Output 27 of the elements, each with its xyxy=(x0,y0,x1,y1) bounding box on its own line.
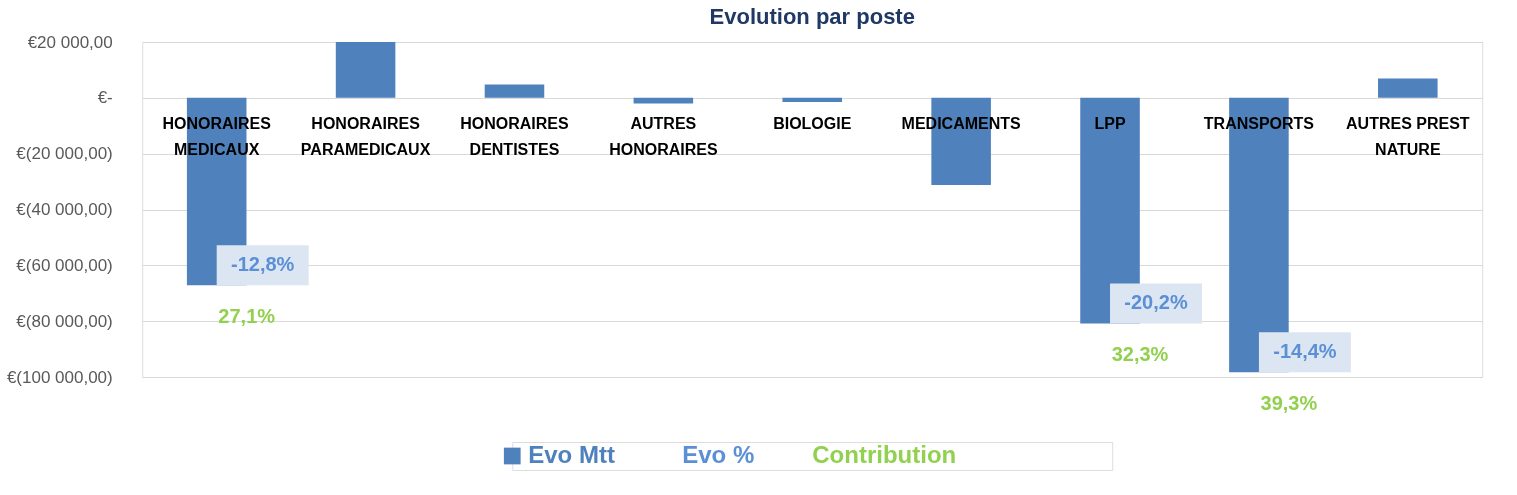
y-tick-label: €(40 000,00) xyxy=(16,200,113,219)
y-tick-label: €(80 000,00) xyxy=(16,311,113,331)
text: 32,3% xyxy=(1111,343,1169,366)
x-tick-label: AUTRES HONORAIRES xyxy=(609,114,718,158)
y-tick-label: €(20 000,00) xyxy=(16,144,113,164)
y-tick-label: €(100 000,00) xyxy=(6,367,113,387)
bar xyxy=(782,97,843,103)
y-tick-label: €- xyxy=(97,88,113,108)
x-tick-label: HONORAIRES PARAMEDICAUX xyxy=(300,114,431,158)
chart-title: Evolution par poste xyxy=(709,4,915,29)
x-tick-label: AUTRES PREST NATURE xyxy=(1346,114,1470,158)
y-tick-label: €20 000,00 xyxy=(27,32,113,52)
legend-label: Contribution xyxy=(812,441,957,468)
text: -14,4% xyxy=(1273,340,1337,363)
text: 27,1% xyxy=(218,305,276,328)
x-tick-label: LPP xyxy=(1094,114,1126,132)
legend-label: Evo Mtt xyxy=(528,441,615,468)
y-tick-label: €(60 000,00) xyxy=(16,255,113,275)
text: -20,2% xyxy=(1124,291,1188,314)
legend-label: Evo % xyxy=(682,441,755,468)
x-tick-label: BIOLOGIE xyxy=(773,114,852,132)
text: -12,8% xyxy=(231,253,295,276)
bar xyxy=(484,84,545,98)
text: 39,3% xyxy=(1260,392,1318,415)
bar xyxy=(1378,78,1438,98)
x-tick-label: HONORAIRES DENTISTES xyxy=(460,114,570,158)
bar xyxy=(335,42,396,98)
